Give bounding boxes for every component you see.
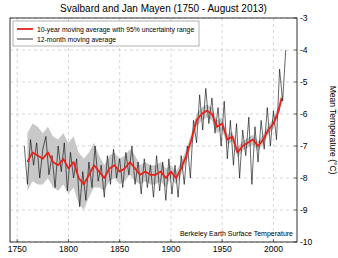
- series-line: [27, 98, 281, 184]
- tick: [294, 178, 297, 179]
- grid-line: [10, 82, 297, 83]
- tick: [222, 239, 223, 242]
- grid-line: [10, 114, 297, 115]
- legend-label: 12-month moving average: [37, 36, 116, 44]
- grid-line: [68, 18, 69, 242]
- tick: [119, 239, 120, 242]
- tick: [170, 239, 171, 242]
- x-tick-label: 1800: [59, 244, 78, 254]
- annotation: Berkeley Earth Surface Temperature: [180, 230, 293, 238]
- tick: [17, 239, 18, 242]
- tick: [294, 146, 297, 147]
- x-tick-label: 1750: [8, 244, 27, 254]
- frame: [10, 18, 297, 242]
- y-tick-label: -9: [300, 205, 308, 215]
- legend: 10-year moving average with 95% uncertai…: [13, 21, 199, 46]
- y-tick-label: -10: [300, 237, 313, 247]
- legend-swatch: [17, 28, 33, 30]
- grid-line: [10, 50, 297, 51]
- series-line: [24, 50, 285, 207]
- y-tick-label: -6: [300, 109, 308, 119]
- x-tick-label: 2000: [264, 244, 283, 254]
- y-tick-label: -5: [300, 77, 308, 87]
- plot-area: [24, 50, 285, 210]
- y-tick-label: -4: [300, 45, 308, 55]
- legend-swatch: [17, 39, 33, 40]
- y-tick-label: -7: [300, 141, 308, 151]
- y-tick-label: -3: [300, 13, 308, 23]
- x-tick-label: 1900: [161, 244, 180, 254]
- tick: [294, 50, 297, 51]
- tick: [273, 239, 274, 242]
- grid-line: [119, 18, 120, 242]
- legend-label: 10-year moving average with 95% uncertai…: [37, 26, 194, 34]
- y-tick-label: -8: [300, 173, 308, 183]
- tick: [294, 114, 297, 115]
- grid-line: [17, 18, 18, 242]
- background: [0, 0, 338, 258]
- y-axis-label: Mean Temperature (°C): [328, 86, 338, 175]
- tick: [294, 210, 297, 211]
- grid-line: [10, 210, 297, 211]
- tick: [294, 82, 297, 83]
- title: Svalbard and Jan Mayen (1750 - August 20…: [60, 3, 267, 14]
- legend-box: [13, 21, 199, 46]
- x-tick-label: 1850: [110, 244, 129, 254]
- uncertainty-band: [27, 93, 281, 210]
- chart: -10 -9 -8 -7 -6 -5 -4 -3 1750 1800 1850 1900 1950 200…: [0, 0, 338, 258]
- grid-line: [170, 18, 171, 242]
- tick: [68, 239, 69, 242]
- grid-line: [273, 18, 274, 242]
- x-tick-label: 1950: [213, 244, 232, 254]
